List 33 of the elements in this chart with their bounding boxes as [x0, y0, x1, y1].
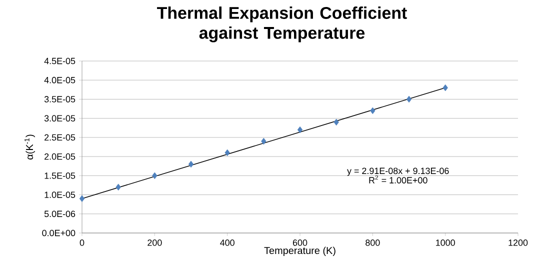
x-tick-label: 600	[292, 240, 308, 246]
x-tick-label: 200	[148, 240, 162, 246]
point	[188, 160, 194, 168]
annotation: y = 2.91E-08x + 9.13E-06	[347, 168, 449, 176]
y-axis-title: α(K$^{-1}$)	[24, 134, 35, 160]
y-tick-label: 4.0E-05	[44, 76, 76, 84]
x-axis-title: Temperature (K)	[264, 246, 336, 256]
annotation: R$^{2}$ = 1.00E+00	[369, 175, 428, 184]
x-tick-label: 0	[80, 240, 84, 246]
point	[406, 96, 412, 103]
point	[79, 195, 85, 202]
x-tick-label: 1200	[508, 240, 528, 246]
y-tick-label: 5.0E-06	[44, 210, 76, 218]
y-tick-label: 1.0E-05	[44, 192, 76, 198]
y-tick-label: 2.5E-05	[44, 134, 76, 141]
point	[152, 172, 158, 180]
chart-title: Thermal Expansion Coefficient against Temperature	[157, 6, 407, 42]
point	[442, 84, 448, 92]
point	[297, 126, 303, 134]
point	[261, 138, 266, 145]
y-tick-label: 3.5E-05	[44, 96, 76, 102]
x-tick-label: 800	[366, 240, 380, 246]
x-tick-label: 400	[220, 240, 234, 246]
point	[370, 107, 376, 114]
x-tick-label: 1000	[436, 240, 455, 246]
point	[116, 184, 121, 191]
y-tick-label: 1.5E-05	[44, 172, 76, 179]
point	[224, 149, 230, 156]
y-tick-label: 0.0E+00	[42, 230, 76, 236]
y-tick-label: 2.0E-05	[44, 153, 76, 160]
point	[334, 118, 339, 126]
y-tick-label: 3.0E-05	[44, 115, 76, 122]
y-tick-label: 4.5E-05	[44, 58, 76, 64]
